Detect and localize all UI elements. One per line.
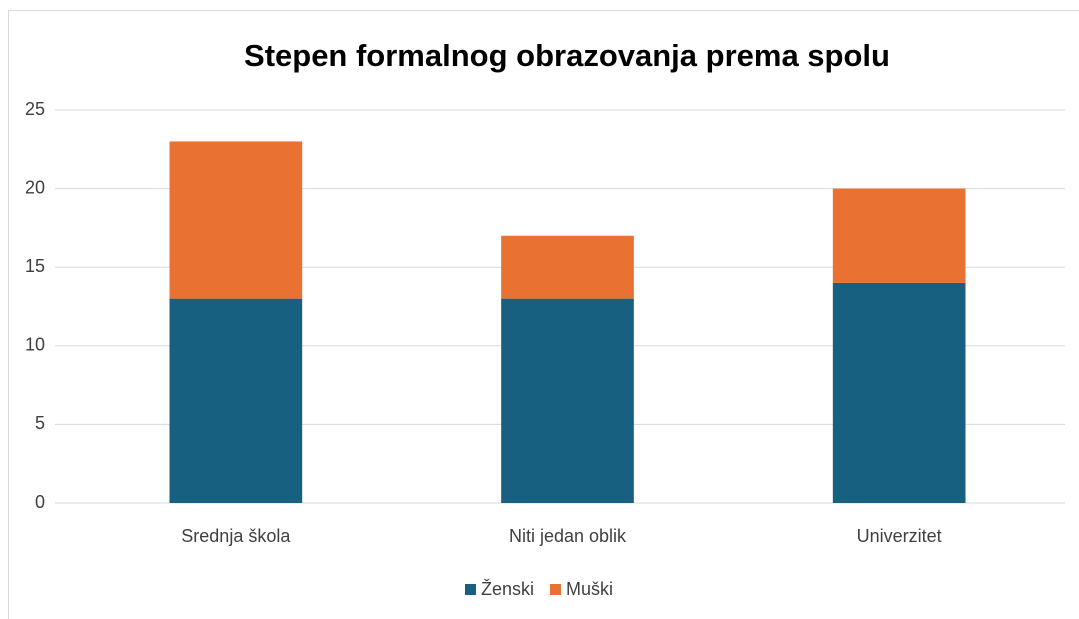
bar xyxy=(169,298,303,503)
x-tick-label: Niti jedan oblik xyxy=(509,526,627,546)
y-tick-label: 25 xyxy=(25,99,45,119)
x-tick-label: Univerzitet xyxy=(857,526,942,546)
bar xyxy=(501,235,634,299)
x-tick-label: Srednja škola xyxy=(181,526,291,546)
legend-swatch xyxy=(464,584,476,595)
y-tick-label: 10 xyxy=(25,335,45,355)
y-tick-label: 5 xyxy=(35,413,45,433)
bar xyxy=(832,282,966,503)
bar xyxy=(169,141,303,299)
bar xyxy=(832,188,966,283)
legend-label: Muški xyxy=(566,579,613,599)
y-tick-label: 0 xyxy=(35,492,45,512)
bar xyxy=(501,298,634,503)
y-tick-label: 15 xyxy=(25,256,45,276)
y-tick-label: 20 xyxy=(25,177,45,197)
legend-label: Ženski xyxy=(481,579,534,599)
legend-swatch xyxy=(550,584,561,595)
chart-title: Stepen formalnog obrazovanja prema spolu xyxy=(244,38,890,73)
